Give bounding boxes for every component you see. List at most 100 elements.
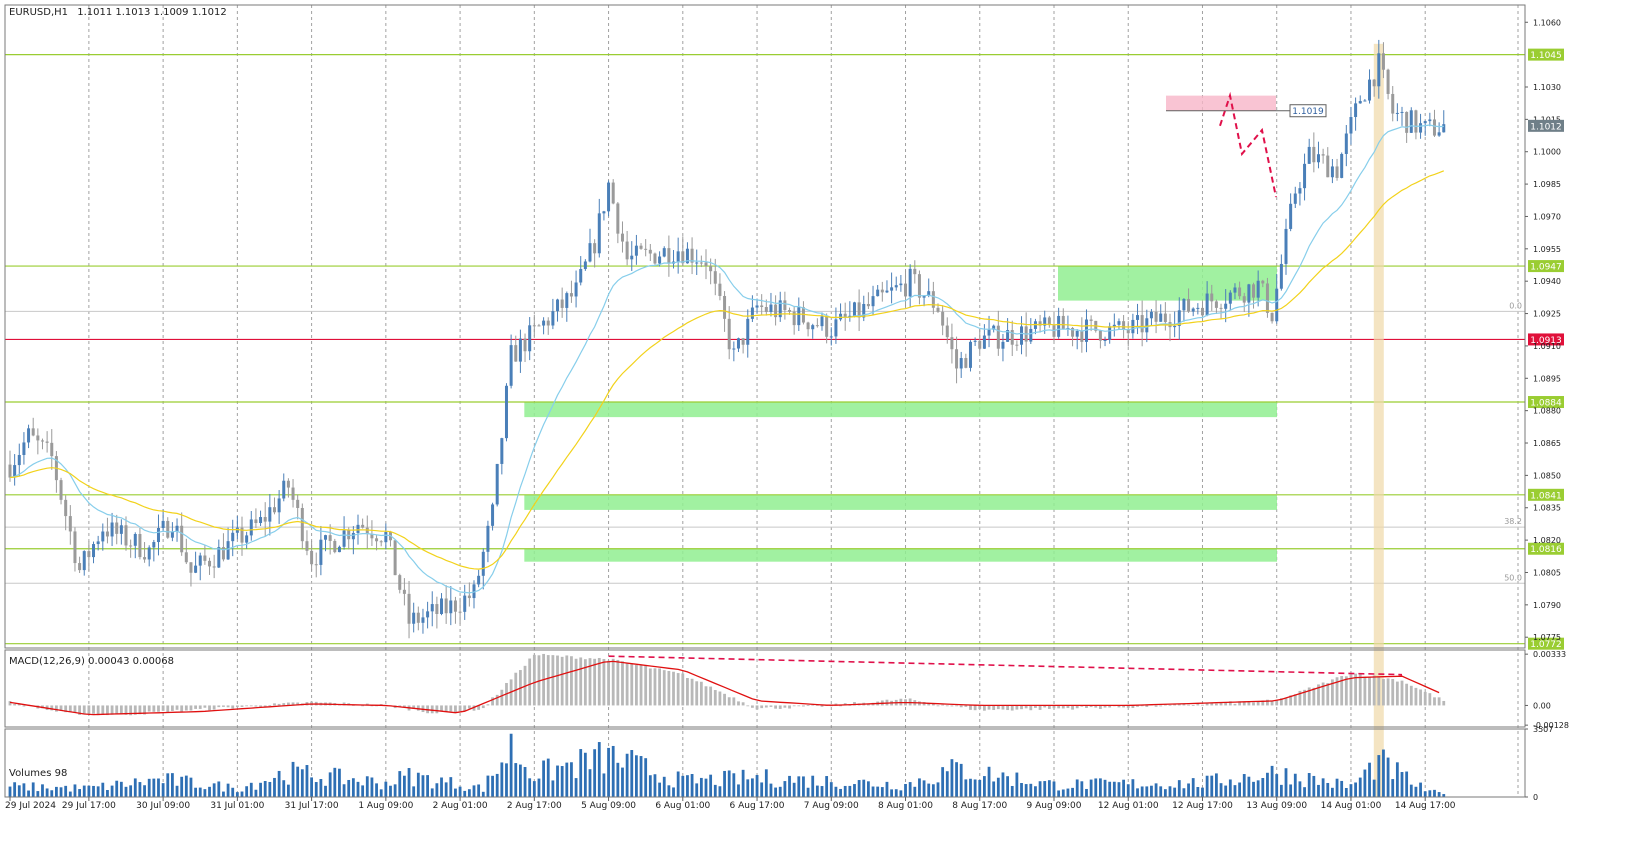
macd-histogram-bar [1442, 700, 1446, 706]
bear-candle [681, 251, 685, 264]
bull-candle [528, 325, 532, 352]
volume-bar [551, 780, 555, 797]
volume-bar [690, 774, 694, 797]
bull-candle [92, 544, 96, 558]
resistance-zone [1166, 95, 1276, 111]
volume-bar [1052, 781, 1056, 797]
volume-bar [1247, 776, 1251, 797]
volume-bar [119, 781, 123, 797]
volume-bar [686, 775, 689, 797]
bear-candle [690, 248, 694, 263]
volume-bar [579, 749, 583, 797]
bear-candle [328, 535, 332, 541]
volume-bar [894, 789, 898, 797]
bear-candle [402, 589, 406, 594]
macd-histogram-bar [1020, 705, 1023, 710]
macd-histogram-bar [1363, 676, 1367, 706]
macd-histogram-bar [87, 705, 91, 714]
volume-bar [783, 781, 787, 797]
bear-candle [1080, 330, 1084, 342]
volume-bar [880, 787, 884, 797]
level-badge [1528, 396, 1564, 409]
macd-histogram-bar [268, 705, 272, 707]
volume-bar [500, 762, 504, 797]
volume-bar [92, 785, 95, 797]
volume-bar [36, 791, 40, 797]
bull-candle [1423, 121, 1427, 124]
bear-candle [1098, 330, 1102, 341]
ema-slow-line [9, 170, 1445, 570]
bull-candle [463, 595, 467, 612]
bull-candle [175, 525, 179, 532]
level-badge-label: 1.0772 [1530, 640, 1562, 650]
volume-bar [1047, 780, 1051, 797]
volume-bar [899, 790, 903, 797]
bear-candle [1270, 312, 1274, 322]
time-tick-label: 30 Jul 09:00 [136, 801, 190, 811]
bull-candle [982, 335, 986, 349]
bull-candle [755, 305, 759, 308]
volume-bar [537, 778, 541, 797]
bull-candle [1284, 228, 1288, 264]
macd-histogram-bar [263, 705, 267, 707]
macd-histogram-bar [996, 705, 1000, 710]
macd-histogram-bar [630, 663, 634, 706]
volume-bar [495, 773, 499, 797]
macd-histogram-bar [73, 705, 77, 713]
bear-candle [866, 303, 870, 307]
bull-candle [1033, 321, 1037, 329]
volume-bar [333, 767, 337, 797]
macd-histogram-bar [853, 702, 856, 706]
bull-candle [583, 261, 587, 270]
volume-bar [820, 786, 824, 797]
macd-histogram-bar [59, 705, 63, 711]
macd-histogram-bar [129, 705, 133, 716]
level-badge-label: 1.1045 [1530, 51, 1562, 61]
macd-histogram-bar [681, 673, 685, 706]
bear-candle [375, 538, 379, 542]
current-price-badge [1528, 119, 1564, 132]
bull-candle [908, 268, 912, 297]
bear-candle [50, 442, 54, 457]
macd-histogram-bar [1024, 705, 1028, 709]
macd-histogram-bar [1187, 704, 1190, 706]
volume-bar [463, 790, 467, 797]
bull-candle [500, 438, 504, 464]
bear-candle [727, 318, 731, 350]
macd-histogram-bar [1335, 677, 1339, 706]
bull-candle [1442, 124, 1446, 133]
volume-bar [375, 783, 378, 797]
macd-histogram-bar [1196, 704, 1200, 706]
macd-histogram-bar [723, 693, 726, 706]
macd-histogram-bar [1279, 698, 1283, 706]
volume-bar [639, 756, 643, 797]
volume-bar [1061, 789, 1065, 797]
macd-histogram-bar [1307, 687, 1311, 706]
volume-bar [1405, 771, 1409, 797]
bull-candle [1159, 313, 1163, 322]
macd-histogram-bar [463, 705, 467, 712]
bull-candle [491, 504, 495, 526]
bull-candle [1177, 310, 1181, 326]
bear-candle [1391, 93, 1395, 114]
bear-candle [314, 564, 318, 566]
volume-bar [1284, 768, 1288, 797]
bull-candle [1233, 287, 1237, 293]
bear-candle [1200, 307, 1204, 316]
bear-candle [741, 338, 745, 345]
macd-histogram-bar [973, 705, 977, 711]
volume-bar [1103, 779, 1107, 797]
bull-candle [987, 329, 991, 336]
bull-candle [101, 531, 105, 542]
macd-histogram-bar [282, 703, 286, 706]
bear-candle [333, 540, 337, 553]
bear-candle [40, 440, 44, 442]
macd-histogram-bar [231, 705, 235, 709]
bear-candle [857, 302, 861, 318]
price-tick-label: 1.0970 [1533, 212, 1561, 221]
bear-candle [212, 566, 216, 568]
volume-bar [1196, 787, 1200, 797]
macd-histogram-bar [607, 660, 610, 706]
